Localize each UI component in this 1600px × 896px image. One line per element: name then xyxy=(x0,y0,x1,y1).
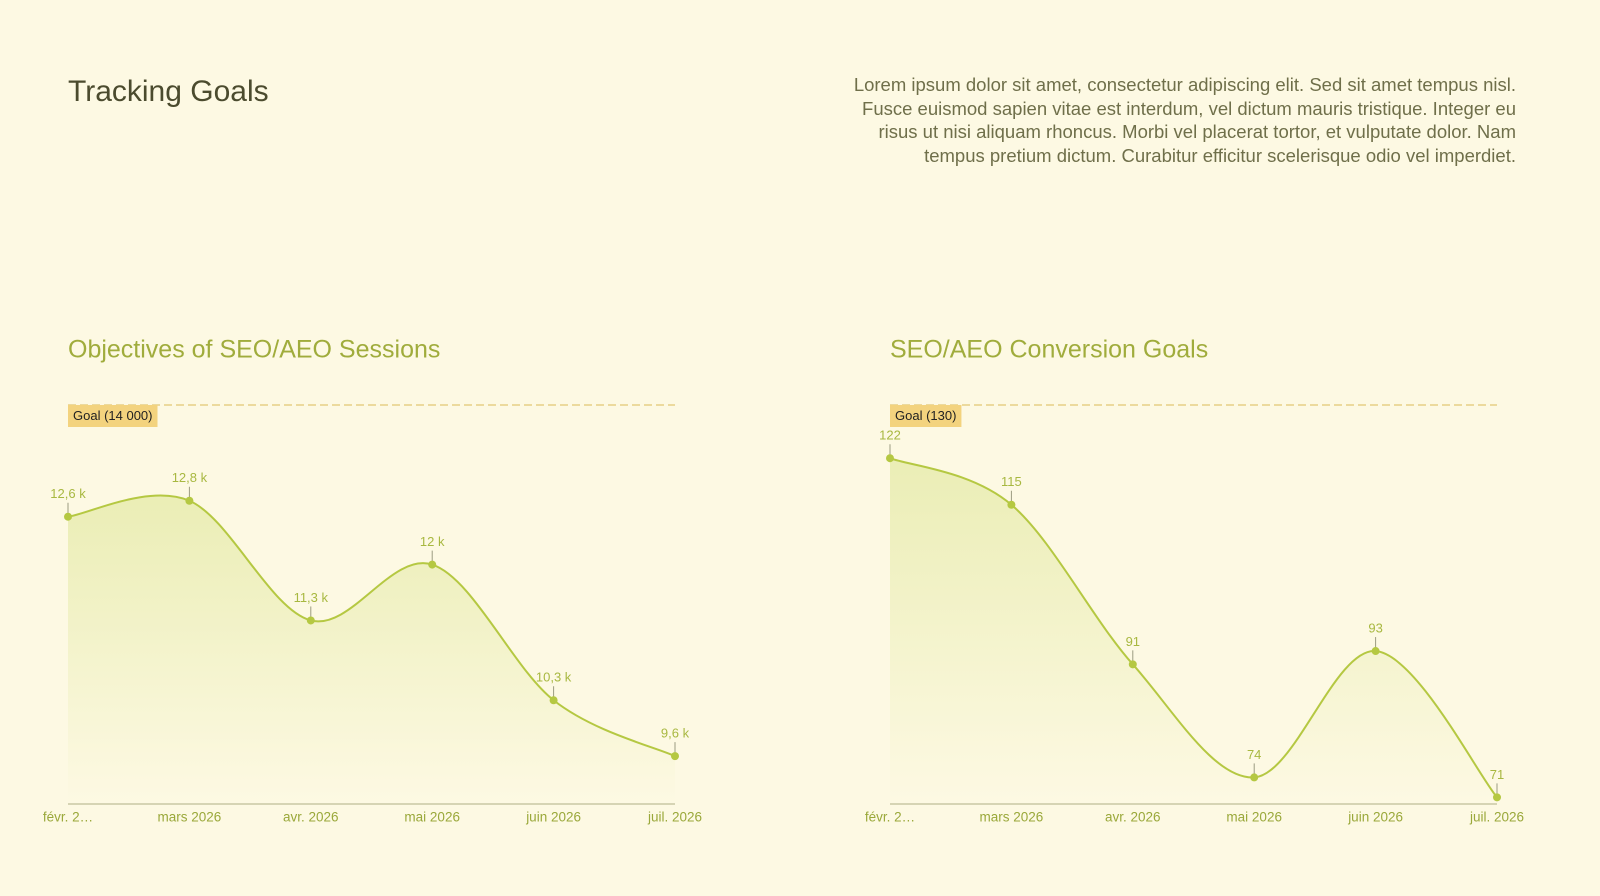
chart-title: Objectives of SEO/AEO Sessions xyxy=(68,336,440,364)
value-label: 12,6 k xyxy=(50,486,86,501)
page-title: Tracking Goals xyxy=(68,75,269,108)
description: Lorem ipsum dolor sit amet, consectetur … xyxy=(853,74,1516,166)
point xyxy=(671,752,679,761)
x-tick-label: mars 2026 xyxy=(158,810,222,825)
value-label: 12 k xyxy=(420,534,445,549)
x-tick-label: juin 2026 xyxy=(1347,810,1403,825)
value-label: 11,3 k xyxy=(294,590,329,605)
value-label: 10,3 k xyxy=(536,670,572,685)
value-label: 74 xyxy=(1247,747,1261,762)
value-label: 91 xyxy=(1126,634,1140,649)
chart-title: SEO/AEO Conversion Goals xyxy=(890,336,1208,364)
point xyxy=(428,560,437,569)
x-tick-label: févr. 2… xyxy=(865,810,915,825)
point xyxy=(1250,773,1259,782)
x-tick-label: juin 2026 xyxy=(525,810,581,825)
point xyxy=(886,454,894,463)
goal-label-bg xyxy=(890,405,962,427)
value-label: 71 xyxy=(1490,767,1504,782)
point xyxy=(306,616,315,625)
point xyxy=(1493,793,1501,802)
x-tick-label: juil. 2026 xyxy=(1469,810,1524,825)
value-label: 115 xyxy=(1001,474,1022,489)
point xyxy=(64,512,72,521)
value-label: 93 xyxy=(1368,620,1382,635)
x-tick-label: mai 2026 xyxy=(1226,810,1282,825)
point xyxy=(1007,500,1016,509)
x-tick-label: mars 2026 xyxy=(980,810,1044,825)
goal-label: Goal (14 000) xyxy=(73,408,153,423)
point xyxy=(549,696,558,705)
goal-label: Goal (130) xyxy=(895,408,956,423)
area xyxy=(890,458,1497,804)
point xyxy=(185,496,194,505)
point xyxy=(1128,660,1137,669)
goal-label-bg xyxy=(68,405,158,427)
value-label: 12,8 k xyxy=(172,470,208,485)
x-tick-label: juil. 2026 xyxy=(647,810,702,825)
value-label: 9,6 k xyxy=(661,726,690,741)
point xyxy=(1371,647,1380,656)
x-tick-label: avr. 2026 xyxy=(1105,810,1161,825)
value-label: 122 xyxy=(879,428,901,443)
x-tick-label: mai 2026 xyxy=(404,810,460,825)
x-tick-label: févr. 2… xyxy=(43,810,93,825)
area xyxy=(68,495,675,804)
x-tick-label: avr. 2026 xyxy=(283,810,339,825)
